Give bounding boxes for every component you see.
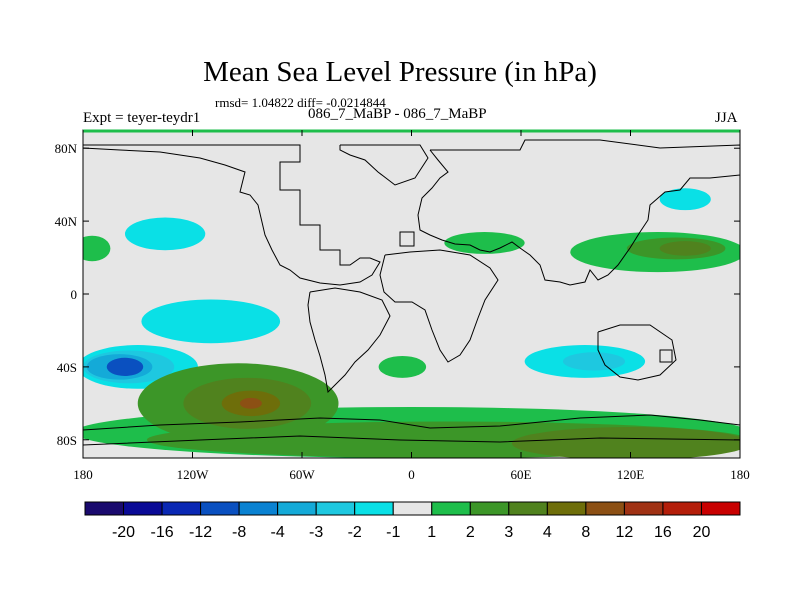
colorbar: -20 -16 -12 -8 -4 -3 -2 -1 1 2 3 4 8 12 16 20 [84, 501, 741, 541]
colorbar-swatch [123, 501, 163, 516]
anomaly-mediterranean-high [444, 232, 525, 254]
y-tick-label: 80S [57, 433, 77, 448]
x-tick-label: 60E [511, 467, 532, 482]
colorbar-label: 2 [466, 524, 475, 541]
x-tick-label: 180 [730, 467, 750, 482]
chart-subtitle: 086_7_MaBP - 086_7_MaBP [308, 106, 487, 122]
anomaly-antarctic-high-east [511, 427, 740, 458]
colorbar-swatch [315, 501, 356, 516]
colorbar-label: -12 [189, 524, 212, 541]
colorbar-swatch [277, 501, 317, 516]
y-tick-label: 40N [55, 214, 78, 229]
rmsd-diff-stats: rmsd= 1.04822 diff= -0.0214844 [215, 95, 386, 110]
colorbar-swatch [546, 501, 587, 516]
colorbar-swatch [469, 501, 510, 516]
experiment-label: Expt = teyer-teydr1 [83, 110, 201, 126]
x-tick-label: 180 [73, 467, 93, 482]
anomaly-n-pacific-high-core [659, 241, 711, 256]
colorbar-label: 1 [427, 524, 436, 541]
colorbar-label: -20 [112, 524, 135, 541]
colorbar-swatch [700, 501, 741, 516]
anomaly-nw-pacific-low [659, 188, 711, 211]
colorbar-swatch [200, 501, 240, 516]
anomaly-s-pacific-low-core [106, 357, 144, 376]
y-tick-label: 80N [55, 141, 78, 156]
y-tick-label: 40S [57, 360, 77, 375]
colorbar-swatch [161, 501, 202, 516]
x-tick-label: 120E [617, 467, 645, 482]
colorbar-label: -4 [271, 524, 285, 541]
x-tick-label: 60W [289, 467, 315, 482]
colorbar-swatch [623, 501, 664, 516]
colorbar-swatch [84, 501, 125, 516]
colorbar-swatch [508, 501, 548, 516]
x-tick-label: 120W [177, 467, 210, 482]
colorbar-label: 4 [543, 524, 552, 541]
colorbar-label: 20 [693, 524, 711, 541]
colorbar-swatch [431, 501, 471, 516]
colorbar-label: -16 [150, 524, 173, 541]
anomaly-ne-pacific-high-edge [83, 235, 111, 262]
anomaly-s-pacific-high-peak [239, 397, 262, 409]
colorbar-swatch [354, 501, 394, 516]
colorbar-swatch [662, 501, 702, 516]
colorbar-label: 16 [654, 524, 672, 541]
x-tick-label: 0 [408, 467, 415, 482]
anomaly-central-pacific-low [141, 299, 281, 344]
chart-title: Mean Sea Level Pressure (in hPa) [203, 56, 597, 88]
coastlines [83, 139, 740, 446]
colorbar-swatch [585, 501, 625, 516]
anomaly-s-indian-low-inner [562, 352, 626, 371]
anomaly-fields [83, 188, 740, 458]
colorbar-label: 8 [581, 524, 590, 541]
colorbar-label: -2 [348, 524, 362, 541]
map-area [82, 129, 741, 459]
colorbar-swatch [238, 501, 279, 516]
colorbar-label: -8 [232, 524, 246, 541]
y-tick-label: 0 [71, 287, 78, 302]
colorbar-label: 12 [616, 524, 634, 541]
anomaly-s-atlantic-high [378, 355, 427, 378]
season-label: JJA [715, 110, 738, 126]
axis-ticks: 180 120W 60W 0 60E 120E 180 80N 40N 0 40S 80S [55, 130, 750, 482]
colorbar-swatch [392, 501, 433, 516]
colorbar-label: 3 [504, 524, 513, 541]
colorbar-label: -1 [386, 524, 400, 541]
anomaly-n-pacific-low [124, 217, 206, 251]
colorbar-label: -3 [309, 524, 323, 541]
